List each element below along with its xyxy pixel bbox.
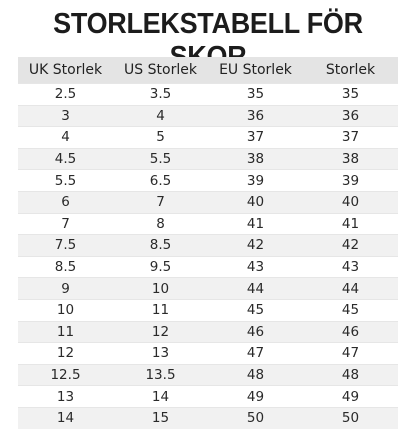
table-row: 9 10 44 44	[18, 277, 398, 300]
table-cell: 9.5	[113, 255, 208, 278]
table-cell: 10	[113, 277, 208, 300]
table-cell: 43	[208, 255, 303, 278]
table-cell: 50	[303, 406, 398, 429]
table-cell: 7	[113, 190, 208, 214]
table-cell: 11	[18, 320, 113, 343]
table-cell: 5.5	[113, 147, 208, 170]
table-row: 5.5 6.5 39 39	[18, 169, 398, 192]
table-cell: 14	[18, 406, 113, 429]
table-cell: 50	[208, 406, 303, 429]
table-row: 8.5 9.5 43 43	[18, 255, 398, 278]
table-cell: 7.5	[18, 234, 113, 257]
table-cell: 36	[208, 104, 303, 127]
table-cell: 5	[113, 126, 208, 149]
table-cell: 39	[208, 169, 303, 192]
table-cell: 4.5	[18, 147, 113, 170]
table-row: 10 11 45 45	[18, 298, 398, 322]
table-cell: 37	[303, 126, 398, 149]
table-row: 14 15 50 50	[18, 406, 398, 429]
table-cell: 47	[208, 342, 303, 365]
table-row: 4.5 5.5 38 38	[18, 147, 398, 170]
column-header: EU Storlek	[208, 57, 303, 84]
table-cell: 13.5	[113, 363, 208, 386]
table-cell: 11	[113, 298, 208, 322]
header-row: UK Storlek US Storlek EU Storlek Storlek	[18, 57, 398, 84]
column-header: US Storlek	[113, 57, 208, 84]
table-row: 3 4 36 36	[18, 104, 398, 127]
table-cell: 3	[18, 104, 113, 127]
size-table: UK Storlek US Storlek EU Storlek Storlek 2.…	[18, 57, 398, 429]
table-cell: 42	[303, 234, 398, 257]
column-header: UK Storlek	[18, 57, 113, 84]
table-cell: 36	[303, 104, 398, 127]
table-cell: 45	[208, 298, 303, 322]
table-row: 2.5 3.5 35 35	[18, 83, 398, 106]
table-cell: 4	[113, 104, 208, 127]
table-cell: 6.5	[113, 169, 208, 192]
table-header: UK Storlek US Storlek EU Storlek Storlek	[18, 57, 398, 84]
table-cell: 40	[303, 190, 398, 214]
table-cell: 14	[113, 385, 208, 408]
table-cell: 46	[303, 320, 398, 343]
table-cell: 3.5	[113, 83, 208, 106]
table-cell: 12	[113, 320, 208, 343]
column-header: Storlek	[303, 57, 398, 84]
table-cell: 8	[113, 212, 208, 235]
table-cell: 9	[18, 277, 113, 300]
table-cell: 38	[208, 147, 303, 170]
table-cell: 48	[303, 363, 398, 386]
table-row: 12.5 13.5 48 48	[18, 363, 398, 386]
table-row: 7 8 41 41	[18, 212, 398, 235]
table-cell: 12.5	[18, 363, 113, 386]
table-body: 2.5 3.5 35 35 3 4 36 36 4 5 37 37 4.5 5.5 38 38 5.5 6.5 39…	[18, 83, 398, 429]
table-cell: 37	[208, 126, 303, 149]
table-row: 11 12 46 46	[18, 320, 398, 343]
table-cell: 38	[303, 147, 398, 170]
table-cell: 8.5	[113, 234, 208, 257]
table-cell: 41	[208, 212, 303, 235]
table-cell: 7	[18, 212, 113, 235]
table-cell: 47	[303, 342, 398, 365]
table-cell: 39	[303, 169, 398, 192]
table-cell: 35	[303, 83, 398, 106]
table-cell: 42	[208, 234, 303, 257]
table-cell: 6	[18, 190, 113, 214]
table-cell: 13	[18, 385, 113, 408]
table-cell: 35	[208, 83, 303, 106]
table-cell: 45	[303, 298, 398, 322]
table-cell: 5.5	[18, 169, 113, 192]
table-cell: 12	[18, 342, 113, 365]
table-cell: 43	[303, 255, 398, 278]
table-cell: 4	[18, 126, 113, 149]
table-cell: 10	[18, 298, 113, 322]
table-row: 4 5 37 37	[18, 126, 398, 149]
table-cell: 49	[208, 385, 303, 408]
table-cell: 8.5	[18, 255, 113, 278]
table-cell: 48	[208, 363, 303, 386]
table-cell: 44	[208, 277, 303, 300]
table-row: 7.5 8.5 42 42	[18, 234, 398, 257]
table-cell: 41	[303, 212, 398, 235]
table-row: 12 13 47 47	[18, 342, 398, 365]
table-cell: 2.5	[18, 83, 113, 106]
table-cell: 40	[208, 190, 303, 214]
table-cell: 46	[208, 320, 303, 343]
table-cell: 13	[113, 342, 208, 365]
table-row: 6 7 40 40	[18, 190, 398, 214]
table-cell: 44	[303, 277, 398, 300]
table-row: 13 14 49 49	[18, 385, 398, 408]
table-cell: 15	[113, 406, 208, 429]
table-cell: 49	[303, 385, 398, 408]
